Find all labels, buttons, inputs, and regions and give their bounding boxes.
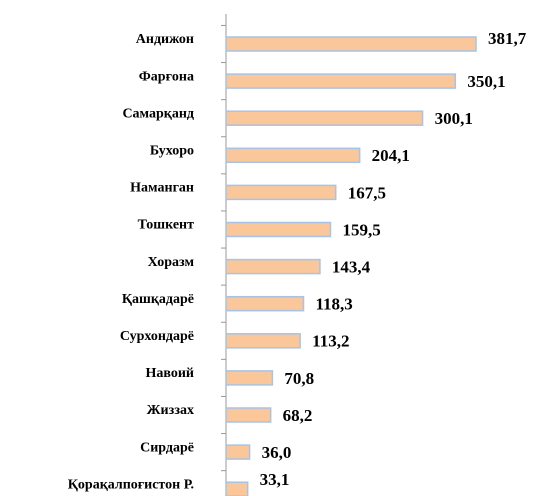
value-label: 33,1 (260, 470, 290, 489)
value-label: 167,5 (348, 183, 386, 202)
bar (225, 444, 251, 460)
bar (225, 258, 321, 275)
category-label: Хоразм (148, 255, 195, 270)
bar (225, 73, 457, 89)
value-label: 68,2 (283, 406, 313, 425)
category-label: Жиззах (147, 403, 194, 418)
value-label: 113,2 (312, 332, 349, 351)
bar (225, 407, 272, 423)
value-label: 300,1 (435, 109, 473, 128)
bar (225, 110, 424, 126)
category-label: Андижон (136, 32, 194, 47)
bar (225, 221, 332, 238)
value-label: 36,0 (262, 443, 292, 462)
category-label: Наманган (130, 181, 194, 196)
category-label: Қашқадарё (122, 292, 194, 307)
category-label: Тошкент (138, 218, 195, 233)
bar (225, 370, 274, 386)
value-label: 118,3 (315, 295, 352, 314)
value-label: 350,1 (467, 72, 505, 91)
category-label: Қорақалпоғистон Р. (68, 477, 194, 492)
value-label: 70,8 (284, 369, 314, 388)
value-label: 204,1 (372, 146, 410, 165)
category-label: Фарғона (139, 69, 194, 84)
bar (225, 147, 361, 164)
value-label: 143,4 (332, 258, 371, 277)
category-label: Самарқанд (122, 106, 194, 121)
category-label: Сурхондарё (120, 329, 194, 344)
bar (225, 333, 301, 349)
category-label: Бухоро (150, 144, 194, 159)
value-label: 381,7 (488, 29, 527, 48)
value-label: 159,5 (342, 220, 380, 239)
bar (225, 36, 477, 52)
bar (225, 184, 337, 201)
category-label: Навоий (146, 366, 195, 381)
category-label: Сирдарё (140, 440, 194, 455)
bar (225, 295, 305, 312)
bar (225, 481, 249, 496)
